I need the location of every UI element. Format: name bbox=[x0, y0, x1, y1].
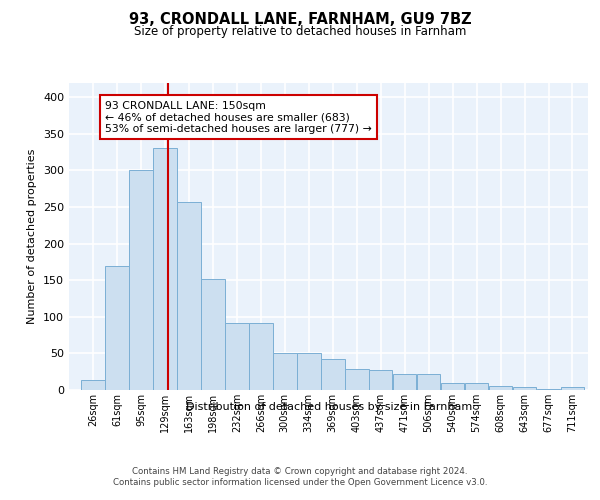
Bar bbox=[153, 148, 177, 390]
Y-axis label: Number of detached properties: Number of detached properties bbox=[28, 148, 37, 324]
Bar bbox=[273, 354, 296, 390]
Bar bbox=[369, 370, 392, 390]
Bar bbox=[225, 324, 248, 390]
Bar bbox=[249, 324, 272, 390]
Bar bbox=[81, 380, 105, 390]
Text: 93, CRONDALL LANE, FARNHAM, GU9 7BZ: 93, CRONDALL LANE, FARNHAM, GU9 7BZ bbox=[128, 12, 472, 28]
Bar bbox=[441, 382, 464, 390]
Text: 93 CRONDALL LANE: 150sqm
← 46% of detached houses are smaller (683)
53% of semi-: 93 CRONDALL LANE: 150sqm ← 46% of detach… bbox=[105, 101, 372, 134]
Bar bbox=[513, 387, 536, 390]
Bar bbox=[465, 384, 488, 390]
Bar bbox=[105, 266, 129, 390]
Bar bbox=[489, 386, 512, 390]
Bar bbox=[393, 374, 416, 390]
Text: Contains HM Land Registry data © Crown copyright and database right 2024.
Contai: Contains HM Land Registry data © Crown c… bbox=[113, 468, 487, 487]
Bar bbox=[201, 278, 224, 390]
Bar bbox=[129, 170, 153, 390]
Bar bbox=[560, 387, 584, 390]
Bar bbox=[417, 374, 440, 390]
Bar bbox=[177, 202, 200, 390]
Bar bbox=[321, 358, 344, 390]
Text: Size of property relative to detached houses in Farnham: Size of property relative to detached ho… bbox=[134, 25, 466, 38]
Text: Distribution of detached houses by size in Farnham: Distribution of detached houses by size … bbox=[185, 402, 472, 412]
Bar bbox=[536, 388, 560, 390]
Bar bbox=[297, 354, 320, 390]
Bar bbox=[345, 369, 368, 390]
